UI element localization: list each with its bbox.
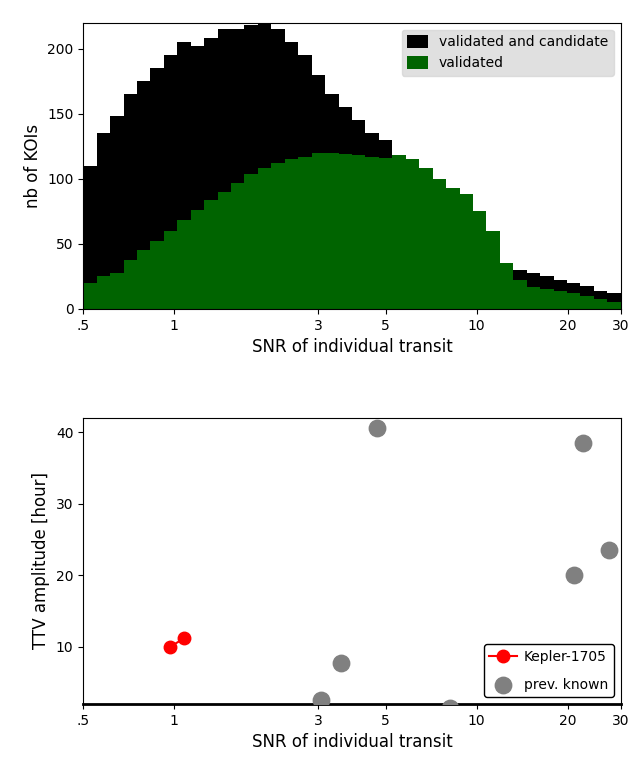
Bar	[540, 289, 554, 309]
Bar	[110, 117, 124, 309]
Line: Kepler-1705: Kepler-1705	[164, 632, 191, 653]
prev. known	[316, 693, 326, 706]
Legend: validated and candidate, validated: validated and candidate, validated	[401, 30, 614, 76]
Bar	[513, 270, 527, 309]
X-axis label: SNR of individual transit: SNR of individual transit	[252, 338, 452, 357]
Bar	[419, 192, 433, 309]
Bar	[607, 294, 621, 309]
Bar	[124, 260, 137, 309]
prev. known	[335, 656, 346, 668]
Bar	[446, 218, 460, 309]
Bar	[473, 211, 486, 309]
Bar	[339, 107, 352, 309]
Bar	[218, 30, 231, 309]
Bar	[258, 169, 271, 309]
Y-axis label: nb of KOIs: nb of KOIs	[24, 124, 42, 208]
Bar	[110, 273, 124, 309]
prev. known	[372, 422, 383, 435]
Bar	[271, 30, 285, 309]
Bar	[580, 296, 594, 309]
Bar	[567, 283, 580, 309]
prev. known	[604, 544, 614, 556]
Bar	[460, 224, 473, 309]
Bar	[150, 241, 164, 309]
prev. known	[445, 702, 456, 714]
Bar	[365, 133, 379, 309]
Bar	[244, 25, 258, 309]
Bar	[352, 120, 365, 309]
Bar	[527, 287, 540, 309]
Bar	[325, 95, 339, 309]
Bar	[527, 273, 540, 309]
Bar	[392, 155, 406, 309]
Bar	[258, 23, 271, 309]
Bar	[97, 133, 110, 309]
Bar	[500, 263, 513, 309]
Kepler-1705	[166, 642, 174, 651]
Bar	[339, 154, 352, 309]
Bar	[406, 159, 419, 309]
Bar	[298, 157, 312, 309]
Bar	[218, 192, 231, 309]
Bar	[137, 251, 150, 309]
Bar	[231, 30, 244, 309]
Bar	[594, 298, 607, 309]
prev. known	[569, 569, 579, 581]
Bar	[379, 158, 392, 309]
Bar	[150, 68, 164, 309]
Bar	[285, 159, 298, 309]
Bar	[191, 210, 204, 309]
Bar	[567, 294, 580, 309]
prev. known	[578, 437, 588, 449]
Bar	[473, 238, 486, 309]
Bar	[554, 291, 567, 309]
Bar	[177, 220, 191, 309]
Bar	[352, 155, 365, 309]
Bar	[406, 166, 419, 309]
Bar	[191, 46, 204, 309]
Bar	[285, 42, 298, 309]
Bar	[177, 42, 191, 309]
Legend: Kepler-1705, prev. known: Kepler-1705, prev. known	[484, 644, 614, 697]
Bar	[204, 200, 218, 309]
Bar	[124, 95, 137, 309]
Bar	[204, 39, 218, 309]
Kepler-1705	[180, 634, 188, 643]
Bar	[513, 280, 527, 309]
Bar	[486, 231, 500, 309]
Bar	[164, 231, 177, 309]
Bar	[271, 164, 285, 309]
Bar	[486, 254, 500, 309]
Bar	[446, 188, 460, 309]
Bar	[164, 55, 177, 309]
Bar	[433, 202, 446, 309]
Bar	[137, 81, 150, 309]
Bar	[325, 153, 339, 309]
Bar	[433, 179, 446, 309]
Bar	[231, 182, 244, 309]
Bar	[365, 157, 379, 309]
Bar	[554, 280, 567, 309]
Bar	[97, 276, 110, 309]
Bar	[83, 166, 97, 309]
Bar	[500, 266, 513, 309]
X-axis label: SNR of individual transit: SNR of individual transit	[252, 734, 452, 751]
Bar	[607, 303, 621, 309]
Bar	[419, 169, 433, 309]
Bar	[312, 153, 325, 309]
Bar	[298, 55, 312, 309]
Y-axis label: TTV amplitude [hour]: TTV amplitude [hour]	[32, 472, 51, 650]
Bar	[392, 155, 406, 309]
Bar	[83, 283, 97, 309]
Bar	[594, 291, 607, 309]
Bar	[540, 276, 554, 309]
Bar	[460, 195, 473, 309]
Bar	[379, 140, 392, 309]
Bar	[244, 173, 258, 309]
Bar	[312, 75, 325, 309]
Bar	[580, 285, 594, 309]
